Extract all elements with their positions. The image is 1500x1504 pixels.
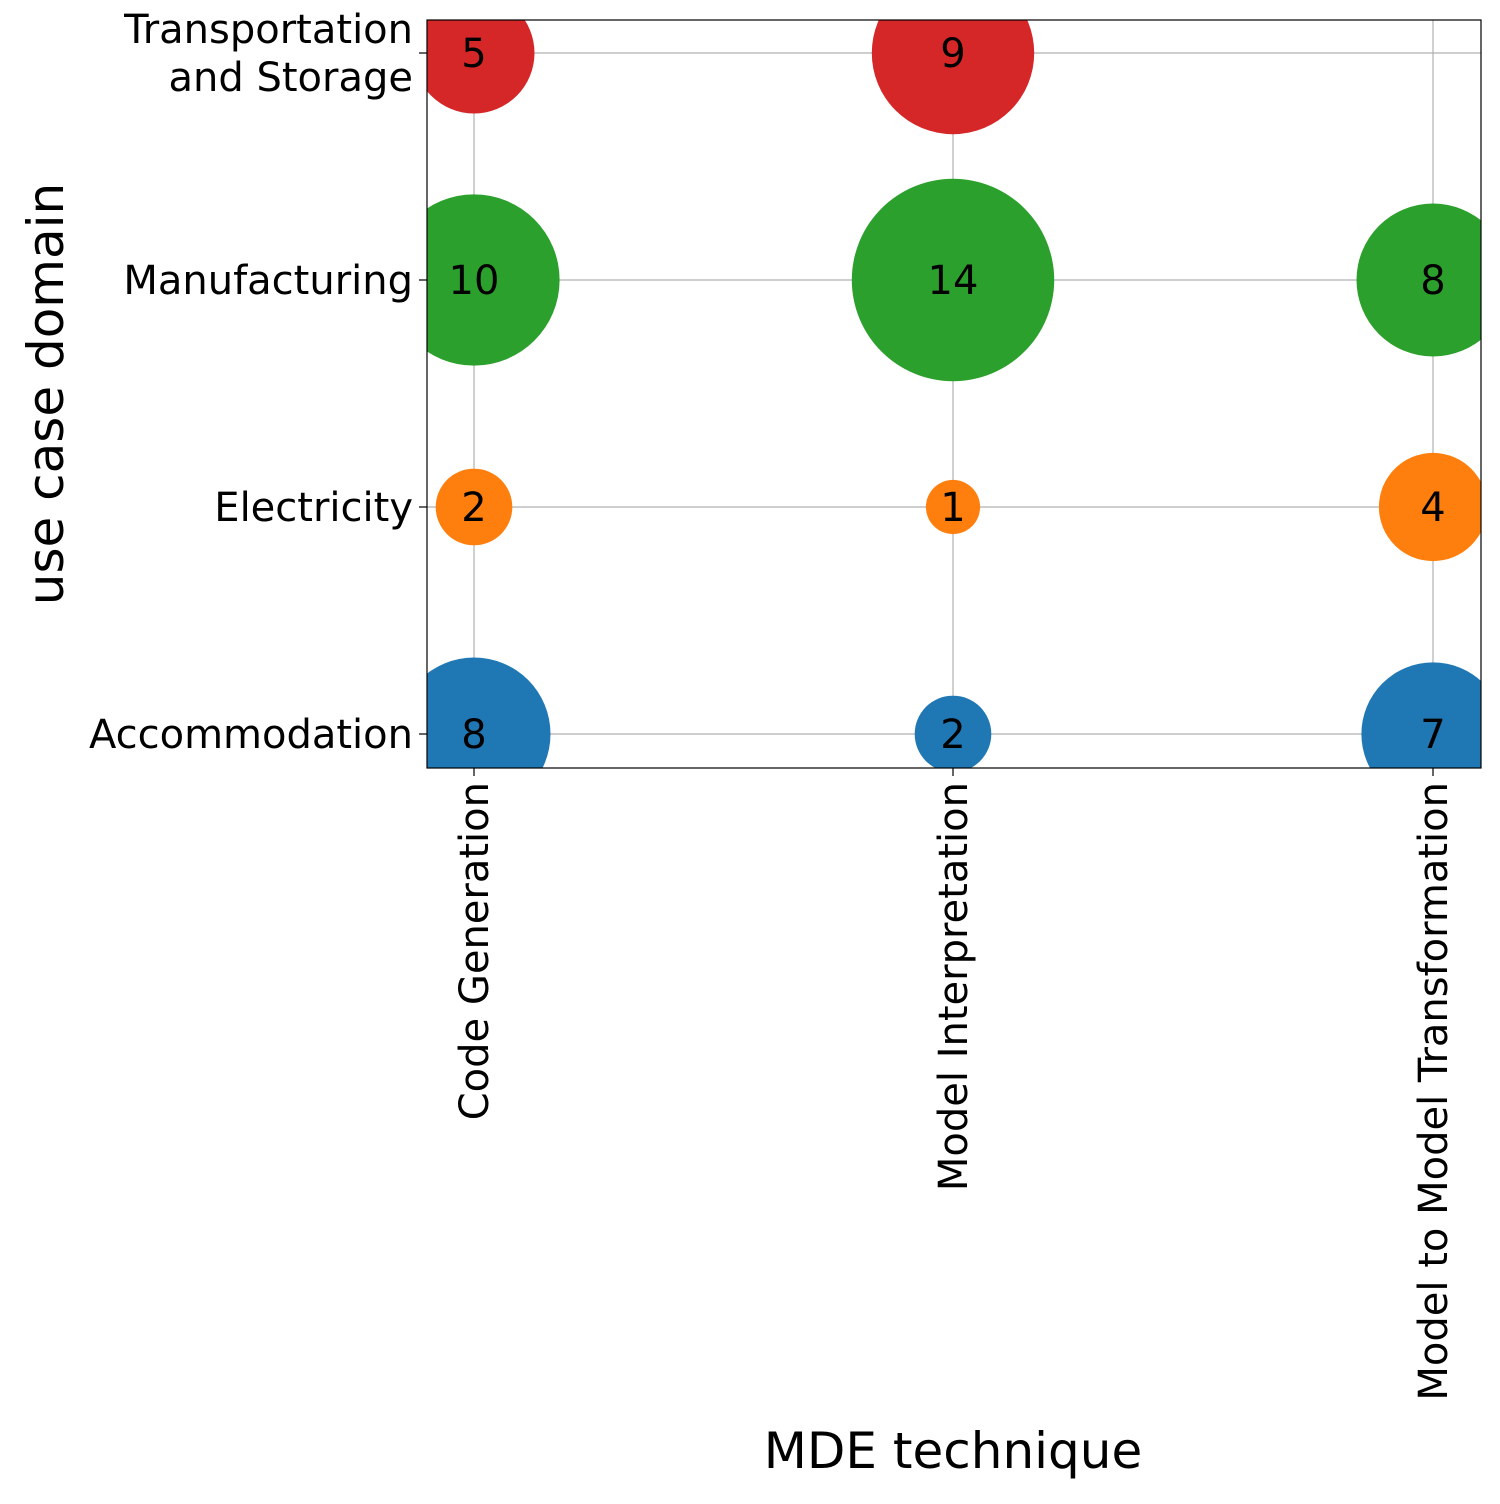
bubble-value-label: 5 [461, 31, 486, 77]
bubble-value-label: 8 [461, 712, 486, 758]
y-tick-label: Accommodation [89, 712, 413, 758]
x-tick-label: Model Interpretation [931, 782, 977, 1191]
bubble-value-label: 1 [940, 485, 965, 531]
y-axis-label: use case domain [17, 183, 75, 606]
bubble-value-label: 2 [461, 485, 486, 531]
bubble-value-label: 8 [1420, 258, 1445, 304]
x-axis-ticks: Code Generation Model Interpretation Model… [452, 768, 1457, 1401]
bubble-value-label: 10 [449, 258, 500, 304]
x-tick-label: Code Generation [452, 782, 498, 1120]
y-tick-label: Manufacturing [123, 258, 413, 304]
bubble-value-label: 7 [1420, 712, 1445, 758]
bubble-layer [388, 0, 1500, 811]
y-axis-ticks: Accommodation Electricity Manufacturing Tra… [89, 7, 427, 758]
bubble-value-label: 9 [940, 31, 965, 77]
y-tick-label: Electricity [214, 485, 413, 531]
bubble-value-label: 14 [928, 258, 979, 304]
bubble-value-label: 2 [940, 712, 965, 758]
x-axis-label: MDE technique [764, 1422, 1142, 1480]
bubble-value-label: 4 [1420, 485, 1445, 531]
x-tick-label: Model to Model Transformation [1411, 782, 1457, 1401]
